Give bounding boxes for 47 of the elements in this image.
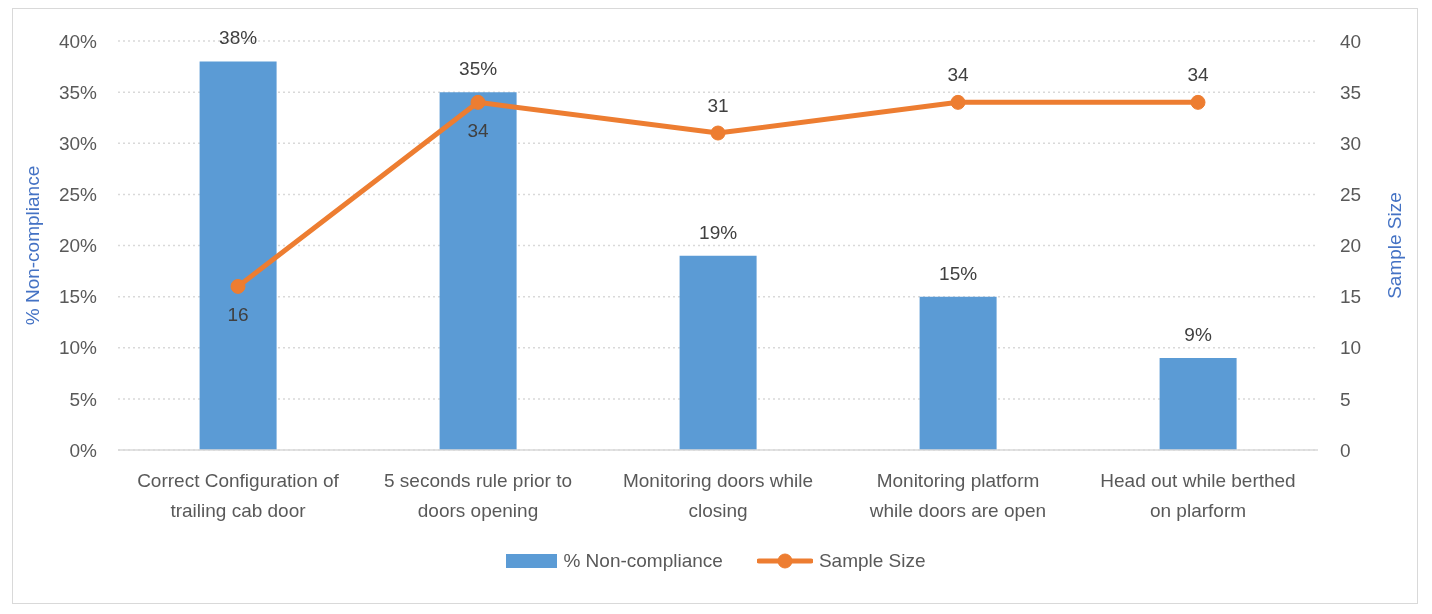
- y-tick-label: 20%: [58, 235, 98, 257]
- point: [710, 125, 726, 141]
- y2-tick-label: 40: [1340, 30, 1362, 52]
- y-tick-label: 10%: [58, 337, 98, 359]
- data-label: 15%: [939, 262, 978, 284]
- bar: [199, 61, 277, 450]
- y-tick-label: 40%: [58, 30, 98, 52]
- bar: [679, 255, 757, 450]
- y2-tick-label: 35: [1340, 81, 1362, 103]
- point: [1190, 94, 1206, 110]
- legend-label: % Non-compliance: [563, 550, 723, 572]
- point: [950, 94, 966, 110]
- legend-label: Sample Size: [818, 550, 926, 572]
- y2-tick-label: 0: [1340, 439, 1351, 461]
- bar: [919, 296, 997, 450]
- data-label: 38%: [219, 27, 258, 49]
- data-label: 34: [947, 64, 969, 86]
- y2-tick-label: 5: [1340, 388, 1351, 410]
- x-tick-label: Correct Configuration of trailing cab door: [137, 470, 340, 521]
- bar: [439, 92, 517, 450]
- x-tick-label: 5 seconds rule prior to doors opening: [384, 470, 572, 521]
- x-tick-label: Monitoring doors while closing: [622, 470, 814, 521]
- data-label: 35%: [459, 58, 498, 80]
- point: [230, 278, 246, 294]
- y2-tick-label: 15: [1340, 286, 1362, 308]
- data-label: 19%: [699, 221, 738, 243]
- y2-tick-label: 30: [1340, 132, 1362, 154]
- y-tick-label: 30%: [58, 132, 98, 154]
- y-tick-label: 15%: [58, 286, 98, 308]
- x-tick-label: Head out while berthed on plarform: [1100, 470, 1296, 521]
- data-label: 34: [467, 120, 489, 142]
- y-tick-label: 5%: [69, 388, 98, 410]
- y2-tick-label: 20: [1340, 235, 1362, 257]
- y2-tick-label: 10: [1340, 337, 1362, 359]
- y2-axis-title: Sample Size: [1383, 192, 1405, 299]
- y-axis-title: % Non-compliance: [21, 165, 43, 326]
- bar: [1159, 357, 1237, 450]
- data-label: 34: [1187, 64, 1209, 86]
- data-label: 16: [227, 304, 249, 326]
- y-tick-label: 0%: [69, 439, 98, 461]
- data-label: 9%: [1184, 323, 1212, 345]
- x-tick-label: Monitoring platform while doors are open: [868, 470, 1047, 521]
- point: [470, 94, 486, 110]
- data-label: 31: [707, 95, 729, 117]
- y-tick-label: 35%: [58, 81, 98, 103]
- y-tick-label: 25%: [58, 184, 98, 206]
- y2-tick-label: 25: [1340, 184, 1362, 206]
